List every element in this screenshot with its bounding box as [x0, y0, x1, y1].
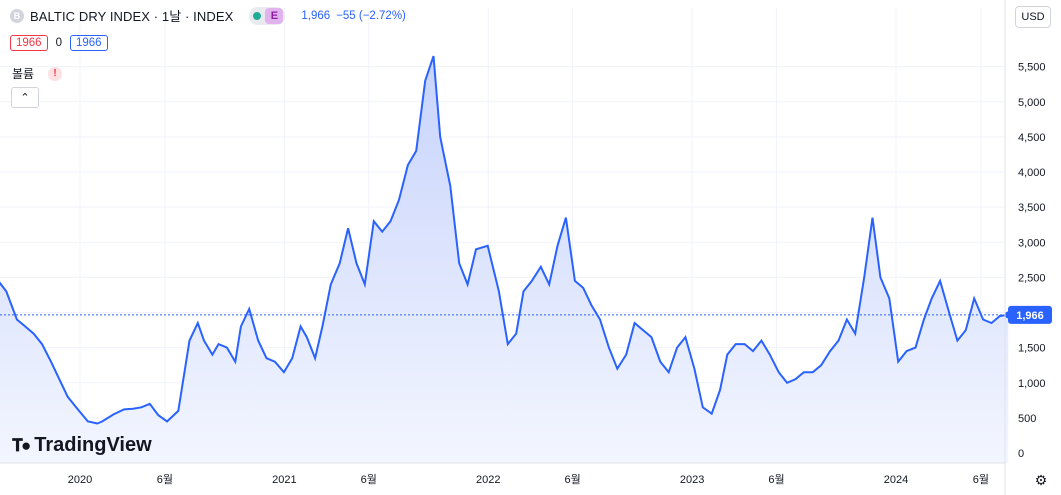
price-change: −55 (−2.72%) — [336, 9, 406, 22]
last-price-text: 1,966 — [1016, 310, 1044, 322]
x-tick-label: 6월 — [157, 473, 173, 486]
tradingview-logo-icon: 𝐓● — [12, 435, 31, 455]
ohlc-row: 1966 0 1966 — [10, 35, 108, 51]
x-tick-label: 2022 — [476, 474, 500, 486]
x-tick-label: 2023 — [680, 474, 704, 486]
y-tick-label: 2,500 — [1018, 272, 1046, 284]
x-tick-label: 6월 — [361, 473, 377, 486]
y-tick-label: 3,000 — [1018, 237, 1046, 249]
y-tick-label: 5,500 — [1018, 62, 1046, 74]
y-tick-label: 5,000 — [1018, 97, 1046, 109]
x-tick-label: 2021 — [272, 474, 296, 486]
y-tick-label: 4,000 — [1018, 167, 1046, 179]
legend-header: B BALTIC DRY INDEX · 1날 · INDEX E 1,966−… — [10, 6, 412, 25]
ask-value: 1966 — [70, 35, 108, 51]
tradingview-logo[interactable]: 𝐓● TradingView — [12, 434, 152, 457]
symbol-title[interactable]: BALTIC DRY INDEX · 1날 · INDEX — [30, 9, 234, 24]
x-tick-label: 6월 — [973, 473, 989, 486]
y-tick-label: 3,500 — [1018, 202, 1046, 214]
bid-value: 1966 — [10, 35, 48, 51]
y-tick-label: 4,500 — [1018, 132, 1046, 144]
logo-text: TradingView — [34, 434, 152, 456]
symbol-logo-icon: B — [10, 8, 24, 23]
last-price-label: 1,966 — [1008, 305, 1052, 324]
last-price: 1,966 — [301, 9, 331, 22]
area-fill — [0, 56, 1009, 463]
gear-icon[interactable]: ⚙ — [1034, 471, 1048, 488]
collapse-legend-button[interactable]: ⌃ — [11, 87, 39, 108]
volume-row: 볼륨 ! — [12, 65, 63, 82]
market-status-pill[interactable]: E — [249, 6, 286, 25]
x-tick-label: 2024 — [884, 474, 908, 486]
y-tick-label: 1,000 — [1018, 378, 1046, 390]
volume-label[interactable]: 볼륨 — [12, 67, 35, 81]
x-tick-label: 2020 — [68, 474, 92, 486]
market-open-dot-icon — [253, 11, 262, 20]
price-line — [0, 55, 1009, 425]
time-axis[interactable]: 2020 6월 2021 6월 2022 6월 2023 6월 2024 6월 — [68, 473, 989, 486]
price-quote: 1,966 −55 (−2.72%) — [301, 10, 411, 22]
spread-value: 0 — [55, 37, 62, 49]
y-tick-label: 500 — [1018, 413, 1036, 425]
currency-selector[interactable]: USD — [1015, 6, 1051, 28]
x-tick-label: 6월 — [768, 473, 784, 486]
y-tick-label: 1,500 — [1018, 343, 1046, 355]
x-tick-label: 6월 — [564, 473, 580, 486]
price-axis[interactable]: 05001,0001,5002,0002,5003,0003,5004,0004… — [1018, 62, 1046, 460]
y-tick-label: 0 — [1018, 448, 1024, 460]
chevron-up-icon: ⌃ — [20, 92, 30, 104]
warning-icon[interactable]: ! — [48, 66, 63, 81]
earnings-badge[interactable]: E — [265, 7, 284, 24]
